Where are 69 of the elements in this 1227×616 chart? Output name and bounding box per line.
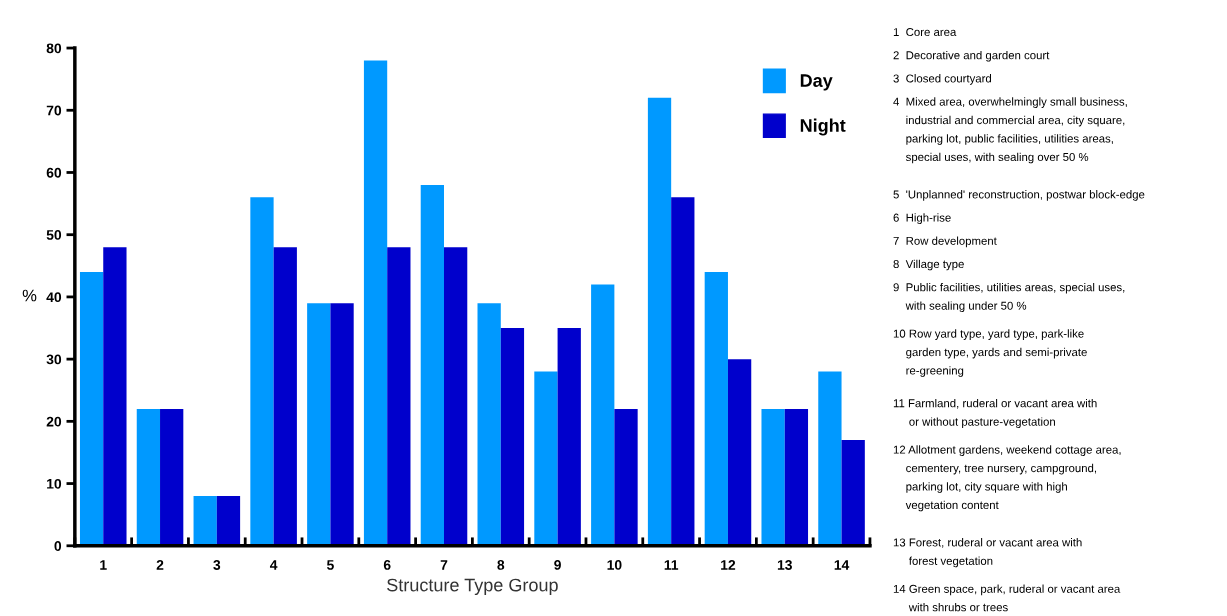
bar [784, 408, 809, 546]
x-tick-label: 13 [777, 560, 792, 570]
text: 7 Row development [893, 236, 997, 248]
y-tick-label: 10 [47, 478, 62, 489]
y-tick-label: 80 [46, 43, 62, 54]
legend-label: Night [800, 118, 846, 136]
bar [387, 247, 411, 546]
y-tick-label: 70 [46, 105, 62, 116]
text: 6 High-rise [893, 213, 951, 224]
bar [647, 97, 672, 546]
bar [79, 272, 104, 546]
bar [193, 496, 217, 546]
text: 2 Decorative and garden court [893, 50, 1050, 62]
text: 9 Public facilities, utilities areas, special uses, with sealing under 50 % [893, 282, 1125, 312]
bar [103, 247, 127, 546]
x-tick-label: 10 [607, 560, 622, 570]
text: 14 Green space, park, ruderal or vacant area with shrubs or trees [893, 584, 1121, 612]
text: 4 Mixed area, overwhelmingly small business, industrial and commercial area, city square, parking lot, public facilities, utilities areas, special uses, with sealing over 50 % [893, 97, 1127, 164]
x-tick-label: 4 [269, 560, 278, 570]
bar [761, 408, 785, 546]
bar [477, 303, 501, 546]
x-tick-label: 9 [554, 560, 561, 570]
x-tick-label: 11 [664, 560, 679, 570]
x-axis-title: Structure Type Group [387, 578, 558, 595]
x-tick-label: 3 [213, 560, 221, 570]
y-axis-title: % [22, 289, 37, 302]
text: 1 Core area [893, 28, 957, 37]
x-tick-label: 7 [440, 560, 448, 570]
bar [444, 247, 468, 546]
text: 3 Closed courtyard [893, 74, 992, 85]
x-tick-label: 2 [156, 560, 164, 570]
text: 13 Forest, ruderal or vacant area with forest vegetation [893, 538, 1082, 568]
bar [534, 371, 558, 546]
bar [818, 371, 842, 546]
bar [216, 496, 241, 546]
bar [420, 184, 444, 546]
text: 12 Allotment gardens, weekend cottage area, cementery, tree nursery, campground, parking lot, city square with high vegetation content [893, 445, 1121, 512]
bar [614, 408, 638, 546]
bar [330, 303, 354, 546]
y-tick-label: 60 [46, 167, 62, 178]
bar [704, 272, 728, 546]
bar [591, 284, 615, 546]
x-tick-label: 14 [834, 560, 850, 570]
x-tick-label: 6 [383, 560, 391, 570]
x-tick-label: 1 [100, 560, 107, 570]
bar [307, 303, 331, 546]
y-tick-label: 50 [46, 230, 62, 240]
bar [671, 197, 695, 546]
bar [136, 408, 161, 546]
x-tick-label: 12 [721, 560, 736, 570]
legend-label: Day [800, 74, 833, 91]
bar [500, 328, 525, 546]
y-tick-label: 40 [46, 292, 62, 303]
text: 5 'Unplanned' reconstruction, postwar block-edge [893, 190, 1145, 201]
bar [250, 197, 274, 546]
x-tick-label: 8 [497, 560, 505, 570]
bar [160, 408, 184, 546]
y-tick-label: 30 [46, 354, 62, 365]
y-tick-label: 0 [54, 541, 62, 551]
bar [363, 60, 388, 546]
bar [557, 328, 581, 546]
bar [273, 247, 297, 546]
text: 10 Row yard type, yard type, park-like garden type, yards and semi-private re-greening [893, 329, 1087, 377]
bar [727, 359, 752, 546]
y-tick-label: 20 [46, 416, 62, 427]
x-tick-label: 5 [326, 560, 334, 570]
text: 8 Village type [893, 259, 964, 271]
text: 11 Farmland, ruderal or vacant area with or without pasture-vegetation [893, 398, 1097, 428]
bar [841, 440, 865, 546]
